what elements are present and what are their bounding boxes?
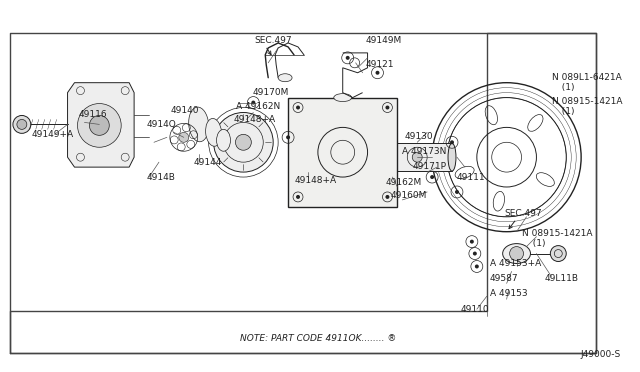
Circle shape: [13, 115, 31, 133]
Text: 49130: 49130: [404, 132, 433, 141]
Circle shape: [236, 134, 252, 150]
Circle shape: [252, 100, 255, 105]
Text: N 08915-1421A: N 08915-1421A: [552, 97, 623, 106]
Text: 49110: 49110: [461, 305, 490, 314]
Text: 49144: 49144: [194, 158, 222, 167]
Circle shape: [412, 152, 422, 162]
Circle shape: [550, 246, 566, 262]
Text: 49171P: 49171P: [412, 161, 446, 171]
Ellipse shape: [448, 143, 456, 171]
Circle shape: [385, 106, 389, 109]
Circle shape: [90, 115, 109, 135]
Circle shape: [296, 106, 300, 109]
Circle shape: [407, 147, 427, 167]
Text: 4914Q: 4914Q: [147, 120, 177, 129]
Circle shape: [296, 195, 300, 199]
Text: 49162M: 49162M: [385, 177, 422, 186]
Text: N 089L1-6421A: N 089L1-6421A: [552, 73, 622, 82]
Text: (1): (1): [527, 239, 545, 248]
Ellipse shape: [502, 244, 531, 263]
Text: 49170M: 49170M: [252, 88, 289, 97]
Text: 49587: 49587: [490, 274, 518, 283]
Text: J49000-S: J49000-S: [580, 350, 621, 359]
Circle shape: [450, 140, 454, 144]
Circle shape: [77, 103, 121, 147]
Text: 49149M: 49149M: [365, 36, 402, 45]
Text: SEC.497: SEC.497: [254, 36, 292, 45]
Text: 49160M: 49160M: [390, 192, 427, 201]
Circle shape: [455, 190, 459, 194]
Text: (1): (1): [556, 107, 575, 116]
Text: (1): (1): [556, 83, 575, 92]
Text: A 49162N: A 49162N: [236, 102, 281, 111]
Polygon shape: [68, 83, 134, 167]
Text: 49148+A: 49148+A: [234, 115, 276, 124]
Text: 49149+A: 49149+A: [32, 130, 74, 139]
Circle shape: [376, 71, 380, 75]
Text: 49L11B: 49L11B: [545, 274, 579, 283]
Text: 49140: 49140: [171, 106, 200, 115]
Ellipse shape: [334, 94, 351, 102]
Text: A 49153: A 49153: [490, 289, 527, 298]
Circle shape: [214, 112, 273, 172]
Bar: [288, 97, 397, 207]
Ellipse shape: [205, 119, 221, 146]
Ellipse shape: [189, 107, 209, 142]
Text: 49148+A: 49148+A: [295, 176, 337, 185]
Circle shape: [470, 240, 474, 244]
Circle shape: [473, 251, 477, 256]
Text: A 49153+A: A 49153+A: [490, 259, 541, 268]
Text: SEC.497: SEC.497: [505, 209, 542, 218]
Circle shape: [286, 135, 290, 139]
Text: 49111: 49111: [457, 173, 486, 182]
Ellipse shape: [278, 74, 292, 82]
Circle shape: [475, 264, 479, 269]
Circle shape: [509, 247, 524, 260]
Text: 49116: 49116: [79, 110, 107, 119]
Ellipse shape: [216, 129, 230, 151]
Ellipse shape: [383, 143, 392, 171]
Circle shape: [385, 195, 389, 199]
Circle shape: [430, 175, 434, 179]
Text: 4914B: 4914B: [147, 173, 176, 182]
Text: A 49173N: A 49173N: [403, 147, 447, 156]
Circle shape: [17, 119, 27, 129]
Text: N 08915-1421A: N 08915-1421A: [522, 229, 592, 238]
Circle shape: [179, 132, 189, 142]
Text: NOTE: PART CODE 4911OK........ ®: NOTE: PART CODE 4911OK........ ®: [240, 334, 396, 343]
Text: 49121: 49121: [365, 60, 394, 69]
Circle shape: [346, 56, 349, 60]
Bar: [387, 143, 452, 171]
